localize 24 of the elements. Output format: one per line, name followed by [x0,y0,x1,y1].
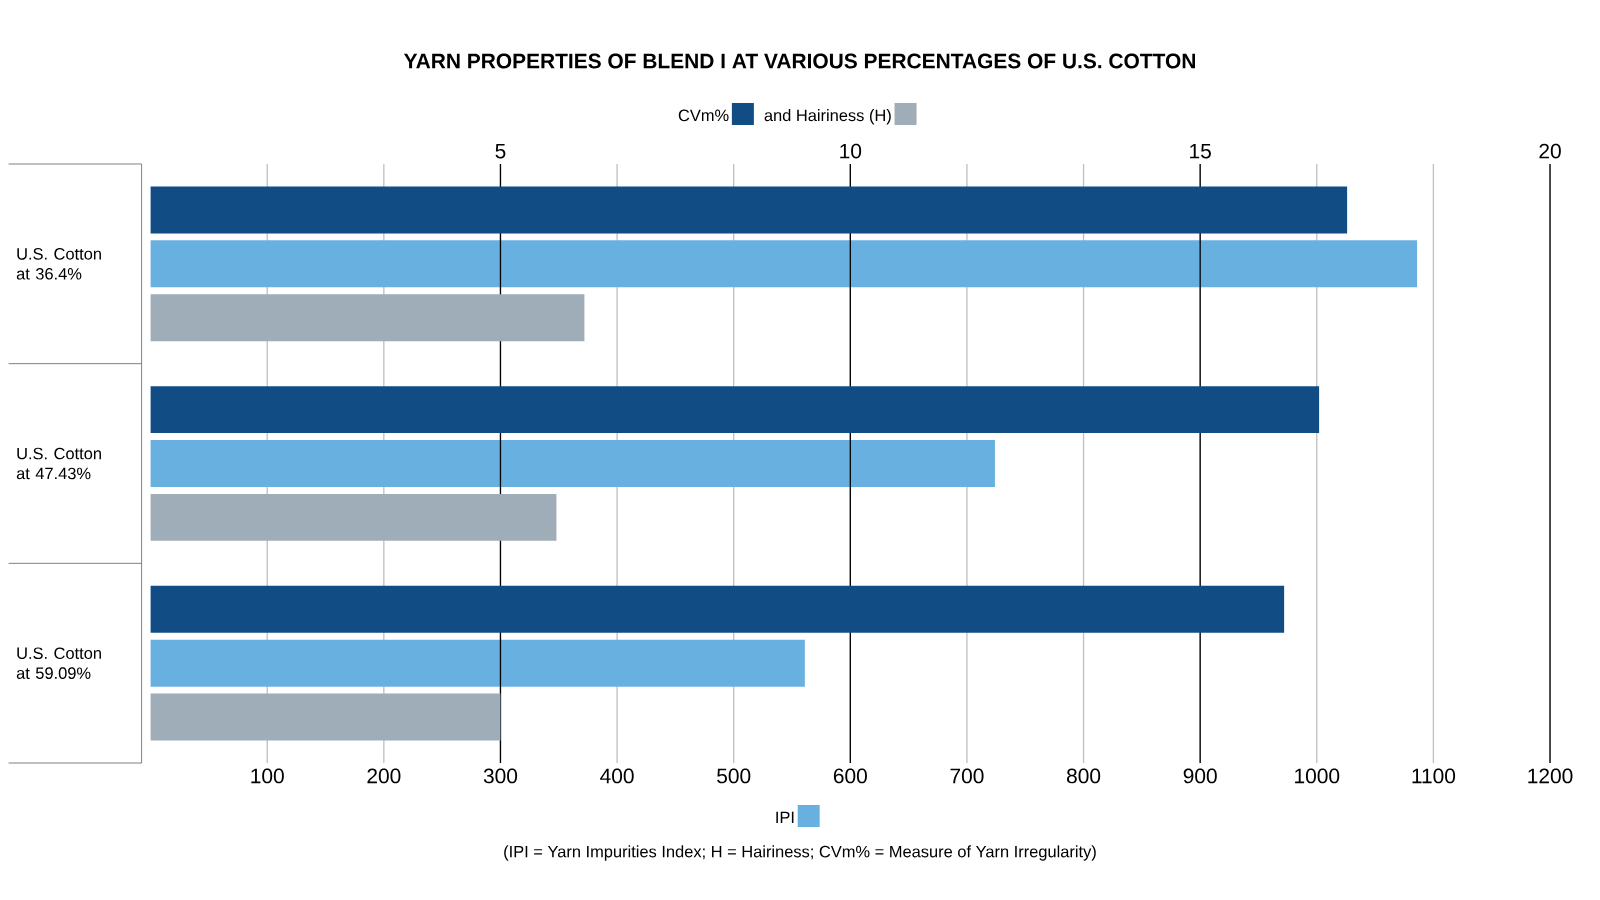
x-tick-label: 1100 [1412,768,1456,784]
x-tick-label: 1000 [1295,768,1340,784]
text: (IPI = Yarn Impurities Index; H = Hairiness; CVm% = Measure of Yarn Irregularity) [504,845,1096,861]
x-tick-label: 100 [251,768,284,784]
x2-tick-label: 15 [1190,143,1211,159]
x-axis-title: IPI [776,811,794,823]
x-tick-label: 1200 [1528,768,1573,784]
x-tick-label: 500 [717,768,751,784]
legend-label: and Hairiness (H) [764,109,891,125]
x-tick-label: 800 [1067,768,1101,784]
y-tick-label: U.S. Cotton at 47.43% [16,447,101,480]
x-tick-label: 700 [950,768,984,784]
x2-tick-label: 20 [1539,143,1561,159]
y-tick-label: U.S. Cotton at 59.09% [16,647,101,679]
x-tick-label: 400 [600,768,634,784]
x2-tick-label: 5 [495,143,506,159]
x-tick-label: 300 [483,768,518,784]
x-tick-label: 900 [1183,768,1217,784]
chart-title: YARN PROPERTIES OF BLEND I AT VARIOUS PERCENTAGES OF U.S. COTTON [403,53,1195,69]
x-tick-label: 200 [367,768,401,784]
x-tick-label: 600 [833,768,867,784]
y-tick-label: U.S. Cotton at 36.4% [16,248,101,280]
x2-tick-label: 10 [840,143,862,159]
legend-label: CVm% [678,109,729,122]
